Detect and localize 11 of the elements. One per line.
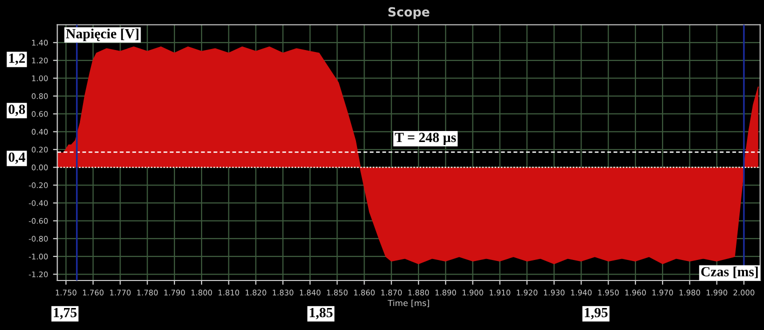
x-axis-title: Time [ms] (388, 300, 430, 308)
text: 1,95 (584, 308, 608, 320)
annotation: Czas [ms] (701, 266, 758, 278)
annotation: T = 248 µs (394, 132, 456, 145)
text: 1,2 (9, 54, 25, 65)
text: 1,75 (54, 308, 77, 320)
y-axis-title: Napięcie [V] (66, 28, 138, 42)
text: 0,4 (8, 152, 26, 164)
text: 1,85 (310, 308, 333, 320)
chart-title: Scope (388, 7, 430, 20)
text: 0,8 (8, 104, 26, 116)
